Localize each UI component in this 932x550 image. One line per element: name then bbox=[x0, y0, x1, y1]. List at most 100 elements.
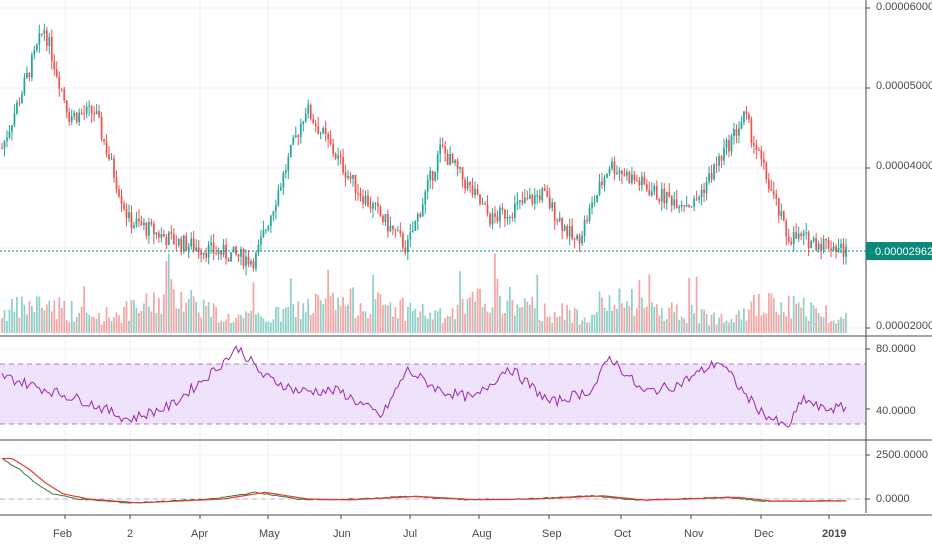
volume-bar bbox=[75, 317, 78, 333]
candle-body bbox=[185, 235, 188, 251]
volume-bar bbox=[431, 319, 434, 333]
volume-bar bbox=[362, 311, 364, 333]
candle-body bbox=[444, 146, 447, 154]
candle-body bbox=[182, 235, 185, 251]
candle-body bbox=[842, 243, 845, 257]
volume-bar bbox=[743, 308, 745, 333]
volume-bar bbox=[767, 292, 770, 333]
candle-body bbox=[63, 89, 66, 101]
volume-bar bbox=[546, 316, 549, 333]
volume-bar bbox=[730, 318, 733, 333]
volume-bar bbox=[396, 317, 399, 333]
volume-bar bbox=[588, 322, 591, 333]
volume-bar bbox=[227, 313, 230, 333]
candle-body bbox=[302, 121, 305, 124]
volume-bar bbox=[26, 314, 28, 333]
volume-bar bbox=[270, 322, 272, 333]
candle-body bbox=[541, 188, 544, 201]
candle-body bbox=[733, 128, 735, 136]
candle-body bbox=[202, 252, 205, 256]
volume-bar bbox=[58, 297, 61, 333]
volume-bar bbox=[93, 317, 95, 333]
candle-body bbox=[282, 172, 285, 188]
candle-body bbox=[753, 143, 755, 146]
candle-body bbox=[367, 195, 369, 206]
volume-bar bbox=[528, 304, 531, 333]
candle-body bbox=[78, 112, 81, 123]
volume-bar bbox=[317, 294, 320, 333]
volume-bar bbox=[481, 307, 484, 333]
candle-body bbox=[685, 204, 688, 207]
current-price-tag[interactable] bbox=[866, 242, 932, 261]
volume-bar bbox=[690, 304, 693, 333]
candle-body bbox=[561, 217, 564, 231]
candle-body bbox=[399, 230, 402, 234]
volume-bar bbox=[533, 308, 536, 333]
volume-bar bbox=[501, 314, 504, 333]
candle-body bbox=[48, 37, 51, 46]
candle-body bbox=[653, 185, 656, 192]
volume-bar bbox=[469, 297, 471, 333]
candle-body bbox=[543, 188, 546, 191]
volume-bar bbox=[302, 303, 305, 333]
candle-body bbox=[332, 144, 334, 154]
volume-bar bbox=[780, 302, 783, 333]
axes bbox=[0, 0, 932, 519]
candle-body bbox=[767, 179, 770, 190]
volume-bar bbox=[90, 316, 93, 333]
candle-body bbox=[745, 111, 748, 115]
volume-bar bbox=[812, 305, 815, 333]
volume-bar bbox=[404, 320, 407, 333]
candle-body bbox=[68, 112, 71, 122]
candle-body bbox=[272, 211, 275, 216]
candle-body bbox=[8, 131, 11, 138]
volume-bar bbox=[815, 308, 817, 333]
candle-body bbox=[75, 112, 78, 123]
candle-body bbox=[668, 192, 671, 197]
candle-body bbox=[820, 243, 822, 250]
candle-body bbox=[157, 232, 160, 238]
candle-body bbox=[533, 195, 536, 204]
candle-body bbox=[260, 236, 262, 245]
candle-body bbox=[352, 174, 354, 179]
candle-body bbox=[289, 144, 292, 157]
volume-bar bbox=[810, 302, 813, 333]
candle-body bbox=[172, 234, 175, 245]
volume-bar bbox=[103, 321, 105, 333]
volume-bar bbox=[705, 314, 708, 333]
volume-bar bbox=[573, 307, 576, 333]
candle-body bbox=[777, 198, 780, 217]
volume-bar bbox=[765, 313, 768, 333]
candle-body bbox=[830, 248, 832, 251]
volume-bar bbox=[40, 307, 43, 333]
candle-body bbox=[531, 194, 534, 204]
volume-bar bbox=[695, 276, 698, 333]
candle-body bbox=[297, 135, 300, 138]
volume-bar bbox=[337, 297, 339, 333]
volume-bar bbox=[352, 287, 354, 333]
volume-bar bbox=[421, 303, 424, 333]
volume-bar bbox=[698, 323, 700, 333]
candle-body bbox=[245, 256, 247, 267]
candle-body bbox=[735, 128, 738, 136]
candle-body bbox=[608, 168, 611, 174]
volume-bar bbox=[177, 308, 180, 333]
volume-bar bbox=[115, 312, 118, 333]
volume-bar bbox=[817, 312, 820, 333]
candle-body bbox=[140, 221, 143, 226]
candle-body bbox=[663, 188, 666, 204]
candle-body bbox=[406, 239, 409, 253]
volume-bar bbox=[516, 304, 519, 333]
volume-bar bbox=[616, 308, 618, 333]
rsi-band bbox=[0, 363, 866, 425]
volume-bar bbox=[297, 301, 300, 333]
time-tick-label: 2 bbox=[127, 528, 133, 540]
volume-bar bbox=[471, 291, 474, 333]
volume-bar bbox=[593, 314, 596, 333]
candle-body bbox=[596, 194, 598, 203]
volume-bar bbox=[45, 304, 48, 333]
volume-bar bbox=[110, 320, 113, 333]
candle-body bbox=[635, 180, 638, 182]
candle-body bbox=[13, 113, 16, 126]
candle-body bbox=[274, 205, 277, 212]
